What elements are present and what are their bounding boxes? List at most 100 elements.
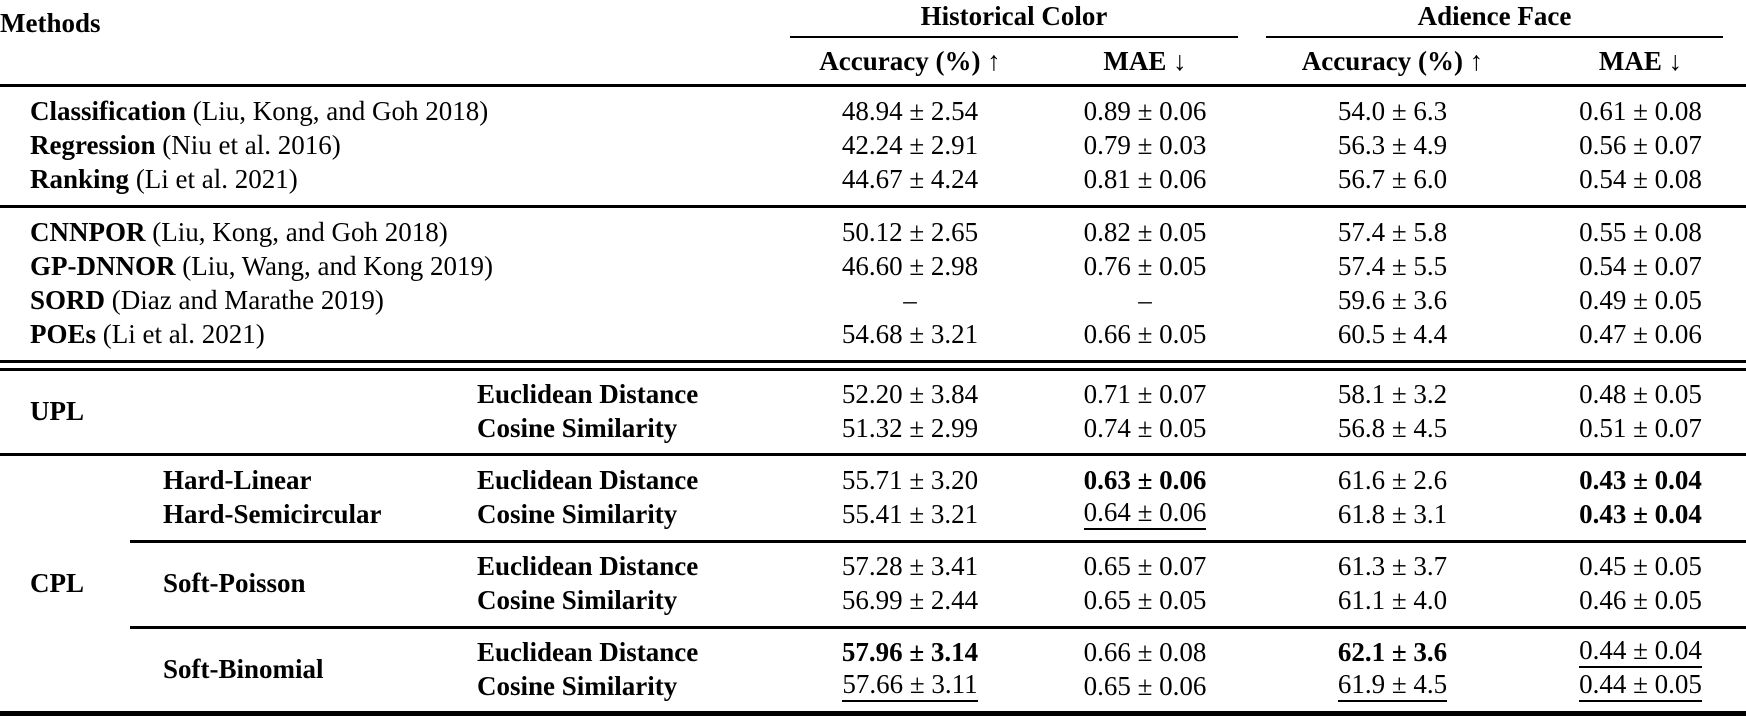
af-mae-value: 0.54 ± 0.07 [1579, 250, 1702, 281]
af-accuracy-value: 61.3 ± 3.7 [1337, 550, 1448, 581]
hc-mae-value: 0.81 ± 0.06 [1083, 163, 1207, 194]
af-accuracy-value: 56.3 ± 4.9 [1337, 129, 1448, 160]
af-accuracy-value: 54.0 ± 6.3 [1337, 95, 1448, 126]
af-mae-value: 0.47 ± 0.06 [1579, 318, 1702, 349]
hc-accuracy-value: 56.99 ± 2.44 [841, 584, 979, 615]
hc-accuracy-value: – [903, 284, 917, 315]
af-accuracy-value: 57.4 ± 5.8 [1337, 216, 1448, 247]
af-mae-value: 0.46 ± 0.05 [1579, 584, 1702, 615]
hc-mae-value: 0.65 ± 0.05 [1083, 584, 1207, 615]
partial-rule [130, 540, 1746, 543]
distance-label-cosine: Cosine Similarity [477, 670, 678, 701]
method-name: SORD [30, 284, 106, 315]
variant-label-hard-linear: Hard-Linear [163, 464, 312, 495]
af-mae-value: 0.55 ± 0.08 [1579, 216, 1702, 247]
method-citation: (Liu, Wang, and Kong 2019) [182, 250, 494, 281]
upl-section: UPL Euclidean Distance 52.20 ± 3.84 0.71… [0, 371, 1746, 456]
column-group-historical-color: Historical Color [790, 0, 1238, 38]
subheader-af-mae: MAE ↓ [1598, 45, 1683, 76]
row-regression: Regression (Niu et al. 2016) [0, 128, 780, 162]
distance-label-euclidean: Euclidean Distance [477, 378, 699, 409]
distance-label-euclidean: Euclidean Distance [477, 636, 699, 667]
af-mae-value-second: 0.44 ± 0.04 [1535, 635, 1746, 669]
af-accuracy-value: 61.1 ± 4.0 [1337, 584, 1448, 615]
af-mae-value: 0.54 ± 0.08 [1579, 163, 1702, 194]
row-gp-dnnor: GP-DNNOR (Liu, Wang, and Kong 2019) [0, 249, 780, 283]
hc-accuracy-value: 55.71 ± 3.20 [841, 464, 979, 495]
hc-mae-value: 0.82 ± 0.05 [1083, 216, 1207, 247]
hc-accuracy-value-best: 57.96 ± 3.14 [841, 636, 979, 667]
hc-accuracy-value: 57.28 ± 3.41 [841, 550, 979, 581]
method-name: POEs [30, 318, 97, 349]
distance-label-cosine: Cosine Similarity [477, 412, 678, 443]
method-name: Classification [30, 95, 187, 126]
baseline-section-2: CNNPOR (Liu, Kong, and Goh 2018) 50.12 ±… [0, 208, 1746, 363]
group-label-upl: UPL [30, 395, 84, 426]
af-accuracy-value: 58.1 ± 3.2 [1337, 378, 1448, 409]
hc-accuracy-value: 51.32 ± 2.99 [841, 412, 979, 443]
method-citation: (Liu, Kong, and Goh 2018) [152, 216, 448, 247]
distance-label-cosine: Cosine Similarity [477, 498, 678, 529]
hc-accuracy-value: 55.41 ± 3.21 [841, 498, 979, 529]
group-label-cpl: CPL [30, 567, 84, 598]
variant-label-soft-binomial: Soft-Binomial [163, 653, 324, 684]
af-accuracy-value-best: 62.1 ± 3.6 [1337, 636, 1448, 667]
partial-rule [130, 626, 1746, 629]
method-citation: (Niu et al. 2016) [162, 129, 341, 160]
hc-mae-value: – [1138, 284, 1152, 315]
method-citation: (Li et al. 2021) [102, 318, 265, 349]
af-accuracy-value: 56.7 ± 6.0 [1337, 163, 1448, 194]
distance-label-euclidean: Euclidean Distance [477, 464, 699, 495]
variant-label-soft-poisson: Soft-Poisson [163, 567, 306, 598]
hc-mae-value: 0.65 ± 0.06 [1083, 670, 1207, 701]
table-header: Methods Historical Color Adience Face Ac… [0, 0, 1746, 87]
hc-accuracy-value: 52.20 ± 3.84 [841, 378, 979, 409]
hc-accuracy-value: 54.68 ± 3.21 [841, 318, 979, 349]
row-cnnpor: CNNPOR (Liu, Kong, and Goh 2018) [0, 215, 780, 249]
row-ranking: Ranking (Li et al. 2021) [0, 162, 780, 196]
hc-mae-value: 0.66 ± 0.08 [1083, 636, 1207, 667]
hc-mae-value: 0.71 ± 0.07 [1083, 378, 1207, 409]
hc-mae-value: 0.89 ± 0.06 [1083, 95, 1207, 126]
method-citation: (Diaz and Marathe 2019) [111, 284, 384, 315]
af-accuracy-value: 60.5 ± 4.4 [1337, 318, 1448, 349]
af-mae-value: 0.56 ± 0.07 [1579, 129, 1702, 160]
baseline-section-1: Classification (Liu, Kong, and Goh 2018)… [0, 87, 1746, 208]
hc-accuracy-value: 48.94 ± 2.54 [841, 95, 979, 126]
hc-mae-value-best: 0.63 ± 0.06 [1083, 464, 1207, 495]
hc-accuracy-value: 46.60 ± 2.98 [841, 250, 979, 281]
method-name: CNNPOR [30, 216, 146, 247]
af-accuracy-value: 57.4 ± 5.5 [1337, 250, 1448, 281]
af-mae-value: 0.45 ± 0.05 [1579, 550, 1702, 581]
hc-accuracy-value: 44.67 ± 4.24 [841, 163, 979, 194]
af-accuracy-value-second: 61.9 ± 4.5 [1250, 669, 1535, 703]
row-classification: Classification (Liu, Kong, and Goh 2018) [0, 94, 780, 128]
hc-mae-value: 0.74 ± 0.05 [1083, 412, 1207, 443]
method-name: Ranking [30, 163, 130, 194]
af-mae-value: 0.48 ± 0.05 [1579, 378, 1702, 409]
methods-column-header: Methods [0, 8, 101, 38]
af-mae-value: 0.61 ± 0.08 [1579, 95, 1702, 126]
hc-accuracy-value: 42.24 ± 2.91 [841, 129, 979, 160]
hc-mae-value: 0.66 ± 0.05 [1083, 318, 1207, 349]
af-accuracy-value: 61.6 ± 2.6 [1337, 464, 1448, 495]
adience-face-label: Adience Face [1417, 1, 1572, 31]
af-mae-value: 0.49 ± 0.05 [1579, 284, 1702, 315]
row-sord: SORD (Diaz and Marathe 2019) [0, 283, 780, 317]
af-accuracy-value: 59.6 ± 3.6 [1337, 284, 1448, 315]
hc-mae-value-second: 0.64 ± 0.06 [1040, 497, 1250, 531]
hc-mae-value: 0.79 ± 0.03 [1083, 129, 1207, 160]
cpl-section: CPL Hard-Linear Euclidean Distance 55.71… [0, 456, 1746, 716]
distance-label-cosine: Cosine Similarity [477, 584, 678, 615]
subheader-hc-accuracy: Accuracy (%) ↑ [819, 45, 1001, 76]
af-mae-value-second: 0.44 ± 0.05 [1535, 669, 1746, 703]
double-rule [0, 363, 1746, 371]
row-poes: POEs (Li et al. 2021) [0, 317, 780, 351]
af-mae-value-best: 0.43 ± 0.04 [1579, 464, 1702, 495]
af-accuracy-value: 61.8 ± 3.1 [1337, 498, 1448, 529]
hc-mae-value: 0.76 ± 0.05 [1083, 250, 1207, 281]
subheader-af-accuracy: Accuracy (%) ↑ [1301, 45, 1484, 76]
af-mae-value-best: 0.43 ± 0.04 [1579, 498, 1702, 529]
method-name: GP-DNNOR [30, 250, 176, 281]
